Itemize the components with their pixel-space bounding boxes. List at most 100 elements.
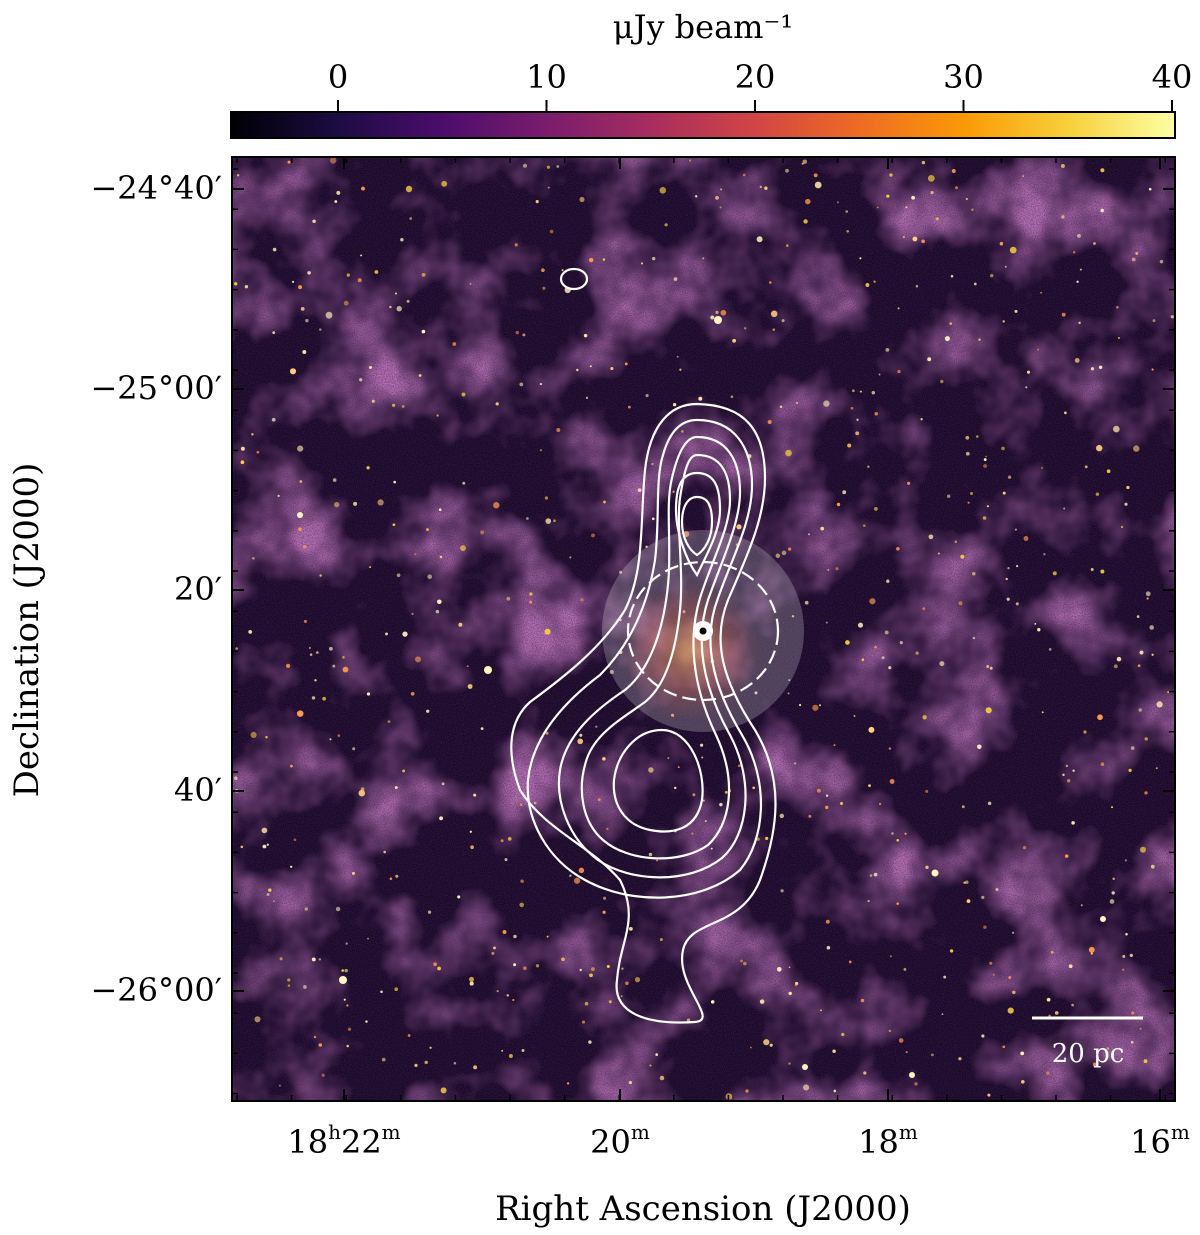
point-source	[704, 820, 707, 823]
point-source	[1155, 767, 1158, 770]
point-source	[1007, 1007, 1014, 1014]
point-source	[452, 342, 457, 346]
point-source	[966, 899, 971, 903]
point-source	[346, 273, 350, 277]
point-source	[857, 622, 864, 628]
point-source	[865, 283, 870, 287]
point-source	[1130, 1040, 1134, 1044]
point-source	[394, 786, 398, 789]
point-source	[986, 664, 990, 669]
point-source	[648, 767, 654, 773]
point-source	[740, 959, 743, 963]
point-source	[402, 631, 408, 637]
point-source	[467, 684, 473, 689]
point-source	[597, 798, 601, 802]
point-source	[759, 999, 765, 1004]
point-source	[724, 790, 728, 794]
point-source	[889, 955, 892, 958]
point-source	[928, 534, 934, 540]
point-source	[1080, 904, 1083, 907]
point-source	[1130, 746, 1135, 750]
point-source	[989, 666, 993, 670]
contour-level-2	[526, 418, 763, 899]
colorbar-tick-label: 40	[1152, 58, 1193, 96]
point-source	[939, 661, 945, 667]
point-source	[855, 431, 860, 436]
point-source	[788, 966, 791, 969]
point-source	[946, 494, 951, 498]
point-source	[720, 188, 723, 191]
source-position-dot	[699, 627, 707, 635]
point-source	[659, 938, 663, 942]
point-source	[569, 874, 572, 877]
point-source	[266, 893, 270, 896]
point-source	[801, 162, 804, 165]
point-source	[756, 236, 763, 243]
point-source	[300, 307, 305, 311]
point-source	[967, 501, 970, 504]
point-source	[896, 902, 899, 905]
point-source	[387, 720, 391, 723]
point-source	[470, 845, 474, 849]
point-source	[277, 494, 280, 497]
point-source	[308, 647, 311, 649]
contour-level-3	[557, 435, 747, 879]
point-source	[925, 865, 929, 870]
point-source	[1150, 864, 1155, 869]
point-source	[776, 966, 782, 972]
point-source	[1151, 368, 1154, 371]
point-source	[794, 983, 798, 987]
point-source	[429, 1046, 432, 1049]
point-source	[814, 181, 822, 189]
point-source	[1093, 242, 1096, 245]
point-source	[426, 709, 430, 713]
point-source	[881, 656, 885, 660]
point-source	[344, 968, 348, 973]
point-source	[763, 1039, 770, 1046]
point-source	[235, 647, 239, 650]
point-source	[1084, 465, 1088, 469]
x-axis-label: Right Ascension (J2000)	[495, 1189, 911, 1229]
contour-level-1	[510, 402, 777, 1024]
point-source	[318, 1043, 323, 1047]
point-source	[396, 306, 402, 312]
point-source	[965, 435, 970, 440]
point-source	[845, 210, 848, 213]
point-source	[606, 965, 610, 968]
point-source	[414, 656, 422, 663]
point-source	[366, 466, 370, 470]
point-source	[462, 481, 466, 485]
point-source	[976, 435, 979, 438]
point-source	[904, 832, 907, 835]
point-source	[1062, 773, 1065, 777]
point-source	[688, 159, 692, 162]
point-source	[606, 827, 609, 831]
point-source	[1098, 365, 1103, 370]
point-source	[1120, 525, 1124, 529]
point-source	[493, 502, 500, 509]
point-source	[500, 839, 504, 843]
point-source	[835, 567, 839, 571]
point-source	[337, 734, 341, 737]
point-source	[389, 305, 392, 309]
point-source	[664, 223, 668, 227]
point-source	[272, 247, 277, 252]
point-source	[987, 1093, 991, 1097]
point-source	[561, 269, 564, 272]
point-source	[1129, 953, 1133, 958]
point-source	[1152, 319, 1156, 323]
point-source	[313, 1035, 317, 1039]
point-source	[1040, 291, 1043, 294]
point-source	[289, 368, 297, 375]
point-source	[1131, 1011, 1135, 1015]
point-source	[791, 615, 795, 618]
point-source	[1131, 257, 1136, 262]
point-source	[846, 229, 850, 233]
point-source	[1110, 806, 1114, 809]
point-source	[820, 1009, 822, 1012]
point-source	[473, 1065, 478, 1070]
colorbar-tick-label: 30	[943, 58, 984, 96]
point-source	[745, 1089, 749, 1093]
point-source	[589, 365, 592, 368]
point-source	[265, 736, 268, 739]
